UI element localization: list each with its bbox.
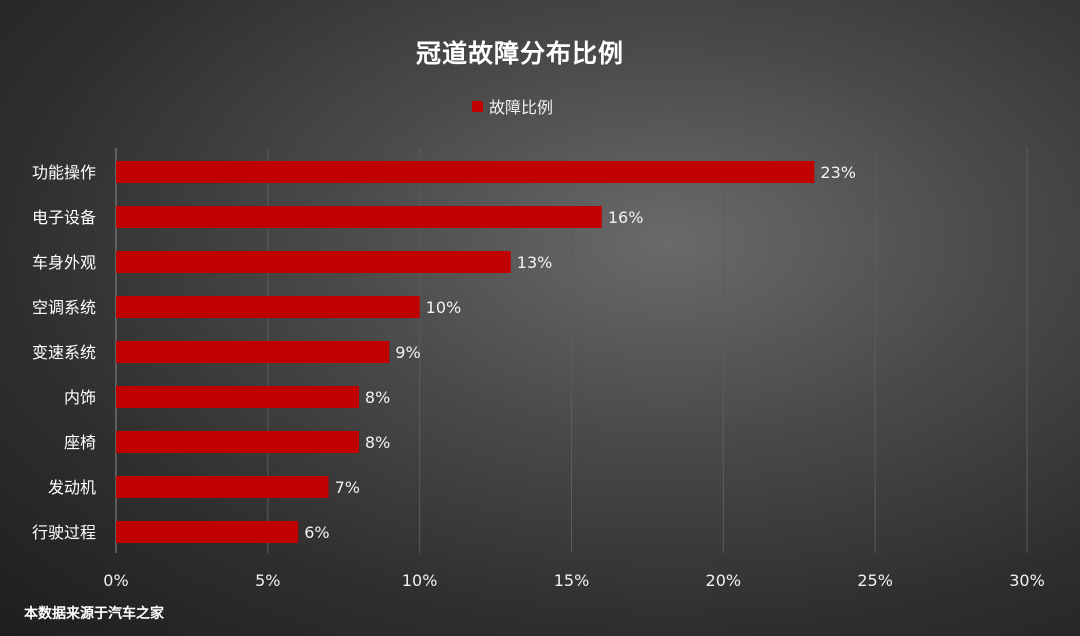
value-label: 8% [365, 433, 390, 452]
x-tick-label: 25% [857, 571, 893, 590]
value-label: 13% [517, 253, 553, 272]
chart-legend: 故障比例 [472, 94, 553, 118]
bar [116, 476, 329, 498]
category-label: 电子设备 [32, 208, 96, 227]
x-tick-label: 30% [1009, 571, 1045, 590]
bar [116, 431, 359, 453]
value-label: 8% [365, 388, 390, 407]
category-label: 空调系统 [32, 298, 96, 317]
value-label: 6% [304, 523, 329, 542]
category-label: 功能操作 [32, 163, 96, 182]
x-tick-label: 0% [103, 571, 128, 590]
value-label: 9% [395, 343, 420, 362]
category-label: 变速系统 [32, 343, 96, 362]
category-label: 内饰 [64, 388, 96, 407]
bar [116, 386, 359, 408]
bars [116, 161, 815, 543]
category-label: 行驶过程 [32, 523, 96, 542]
legend-swatch [472, 100, 483, 112]
x-tick-label: 15% [554, 571, 590, 590]
legend-label: 故障比例 [489, 98, 554, 117]
value-label: 10% [426, 298, 462, 317]
value-label: 7% [335, 478, 360, 497]
value-label: 23% [820, 163, 856, 182]
data-source-note: 本数据来源于汽车之家 [24, 606, 164, 622]
bar [116, 296, 420, 318]
value-labels: 23% 16% 13% 10% 9% 8% 8% 7% 6% [304, 163, 856, 542]
chart-title: 冠道故障分布比例 [415, 39, 624, 68]
category-label: 车身外观 [32, 253, 96, 272]
category-label: 座椅 [64, 433, 96, 452]
x-tick-label: 10% [402, 571, 438, 590]
bar [116, 251, 511, 273]
bar [116, 206, 602, 228]
category-label: 发动机 [48, 478, 96, 497]
value-label: 16% [608, 208, 644, 227]
bar [116, 161, 815, 183]
bar [116, 341, 390, 363]
x-tick-label: 5% [255, 571, 280, 590]
x-tick-label: 20% [706, 571, 742, 590]
x-tick-labels: 0% 5% 10% 15% 20% 25% 30% [103, 571, 1044, 590]
bar [116, 521, 299, 543]
